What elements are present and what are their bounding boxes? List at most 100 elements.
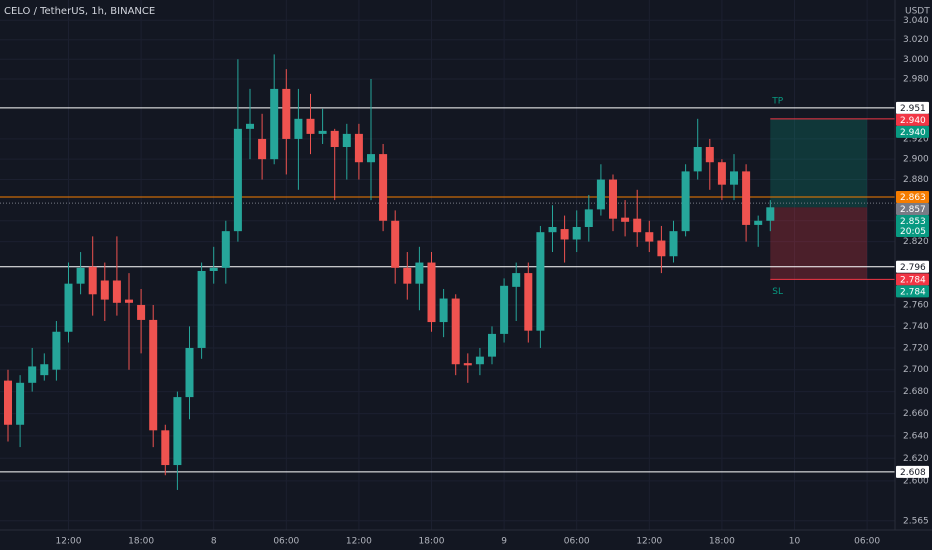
x-tick-label: 12:00 — [636, 537, 662, 547]
candle-body — [100, 280, 109, 300]
candle-body — [717, 162, 726, 185]
countdown: 20:05 — [900, 227, 926, 237]
candle-body — [475, 356, 484, 365]
candle-body — [391, 220, 400, 268]
price-badge — [896, 215, 929, 238]
price-badge — [896, 273, 929, 286]
candle-body — [282, 88, 291, 139]
price-badge — [896, 465, 929, 478]
x-tick-label: 18:00 — [128, 537, 154, 547]
candle-body — [705, 147, 714, 163]
candle-body — [367, 154, 375, 163]
chart-title: CELO / TetherUS, 1h, BINANCE — [4, 6, 155, 17]
target-text: TP — [771, 96, 783, 106]
candle-body — [112, 280, 121, 303]
candle-body — [536, 232, 545, 331]
candle-body — [439, 298, 448, 323]
price-badge — [896, 260, 929, 273]
candle-body — [161, 430, 170, 466]
stop-zone — [770, 207, 868, 280]
price-badge-label: 2.857 — [900, 205, 926, 215]
candle-body — [88, 266, 97, 295]
candle-body — [28, 366, 37, 383]
candle-body — [16, 382, 25, 425]
y-tick-label: 3.000 — [903, 55, 929, 65]
candle-body — [197, 270, 206, 348]
price-badge-label: 2.853 — [900, 217, 926, 227]
y-tick-label: 2.720 — [903, 343, 929, 353]
price-unit: USDT — [905, 7, 930, 17]
y-tick-label: 2.760 — [903, 300, 929, 310]
candle-body — [524, 273, 533, 331]
candle-body — [149, 319, 158, 431]
price-badge-label: 2.784 — [900, 287, 926, 297]
candle-body — [246, 123, 254, 129]
price-badge-label: 2.863 — [900, 193, 926, 203]
candle-body — [52, 331, 61, 370]
y-tick-label: 2.620 — [903, 454, 929, 464]
y-tick-label: 3.020 — [903, 35, 929, 45]
price-badge — [896, 203, 929, 216]
candle-body — [451, 298, 460, 365]
candle-body — [560, 229, 569, 240]
price-badge — [896, 191, 929, 204]
y-tick-label: 2.640 — [903, 431, 929, 441]
candle-body — [572, 226, 581, 240]
y-tick-label: 2.680 — [903, 387, 929, 397]
x-tick-label: 06:00 — [564, 537, 590, 547]
candle-body — [609, 179, 617, 219]
candle-body — [427, 262, 436, 323]
y-tick-label: 2.700 — [903, 365, 929, 375]
candle-body — [415, 262, 424, 284]
candle-body — [766, 207, 775, 221]
candle-body — [173, 397, 182, 466]
price-badge-label: 2.796 — [900, 263, 926, 273]
price-badge — [896, 101, 929, 114]
x-tick-label: 12:00 — [56, 537, 82, 547]
candle-body — [330, 130, 339, 148]
price-badge-label: 2.940 — [900, 128, 926, 138]
candle-body — [354, 133, 363, 163]
candle-body — [76, 267, 85, 284]
candle-body — [596, 179, 605, 210]
candle-body — [342, 133, 351, 148]
y-tick-label: 2.900 — [903, 155, 929, 165]
candle-body — [306, 118, 315, 134]
candle-body — [488, 333, 496, 357]
candle-body — [403, 267, 412, 284]
candle-body — [754, 220, 763, 225]
price-badge — [896, 113, 929, 126]
y-tick-label: 2.660 — [903, 409, 929, 419]
candle-body — [584, 209, 593, 227]
x-tick-label: 12:00 — [346, 537, 372, 547]
x-tick-label: 8 — [211, 537, 217, 547]
candle-body — [125, 299, 133, 303]
candle-body — [40, 364, 49, 376]
candle-body — [693, 147, 702, 172]
y-tick-label: 2.565 — [903, 516, 929, 526]
candle-body — [500, 285, 509, 334]
candle-body — [209, 267, 218, 271]
candle-body — [318, 130, 327, 134]
x-tick-label: 10 — [789, 537, 801, 547]
x-tick-label: 18:00 — [709, 537, 735, 547]
candle-body — [463, 363, 472, 366]
y-tick-label: 2.600 — [903, 476, 929, 486]
candle-body — [681, 171, 690, 232]
y-tick-label: 2.920 — [903, 134, 929, 144]
y-tick-label: 2.880 — [903, 175, 929, 185]
price-badge-label: 2.951 — [900, 104, 926, 114]
candle-body — [233, 128, 242, 232]
target-zone — [770, 118, 868, 208]
candle-body — [512, 273, 521, 287]
candle-body — [258, 138, 267, 160]
candle-body — [294, 118, 303, 139]
x-tick-label: 9 — [501, 537, 507, 547]
y-tick-label: 2.820 — [903, 237, 929, 247]
candle-body — [64, 283, 73, 332]
candle-body — [221, 231, 230, 268]
candle-body — [742, 171, 751, 225]
candle-body — [185, 347, 194, 398]
candle-body — [730, 171, 738, 185]
